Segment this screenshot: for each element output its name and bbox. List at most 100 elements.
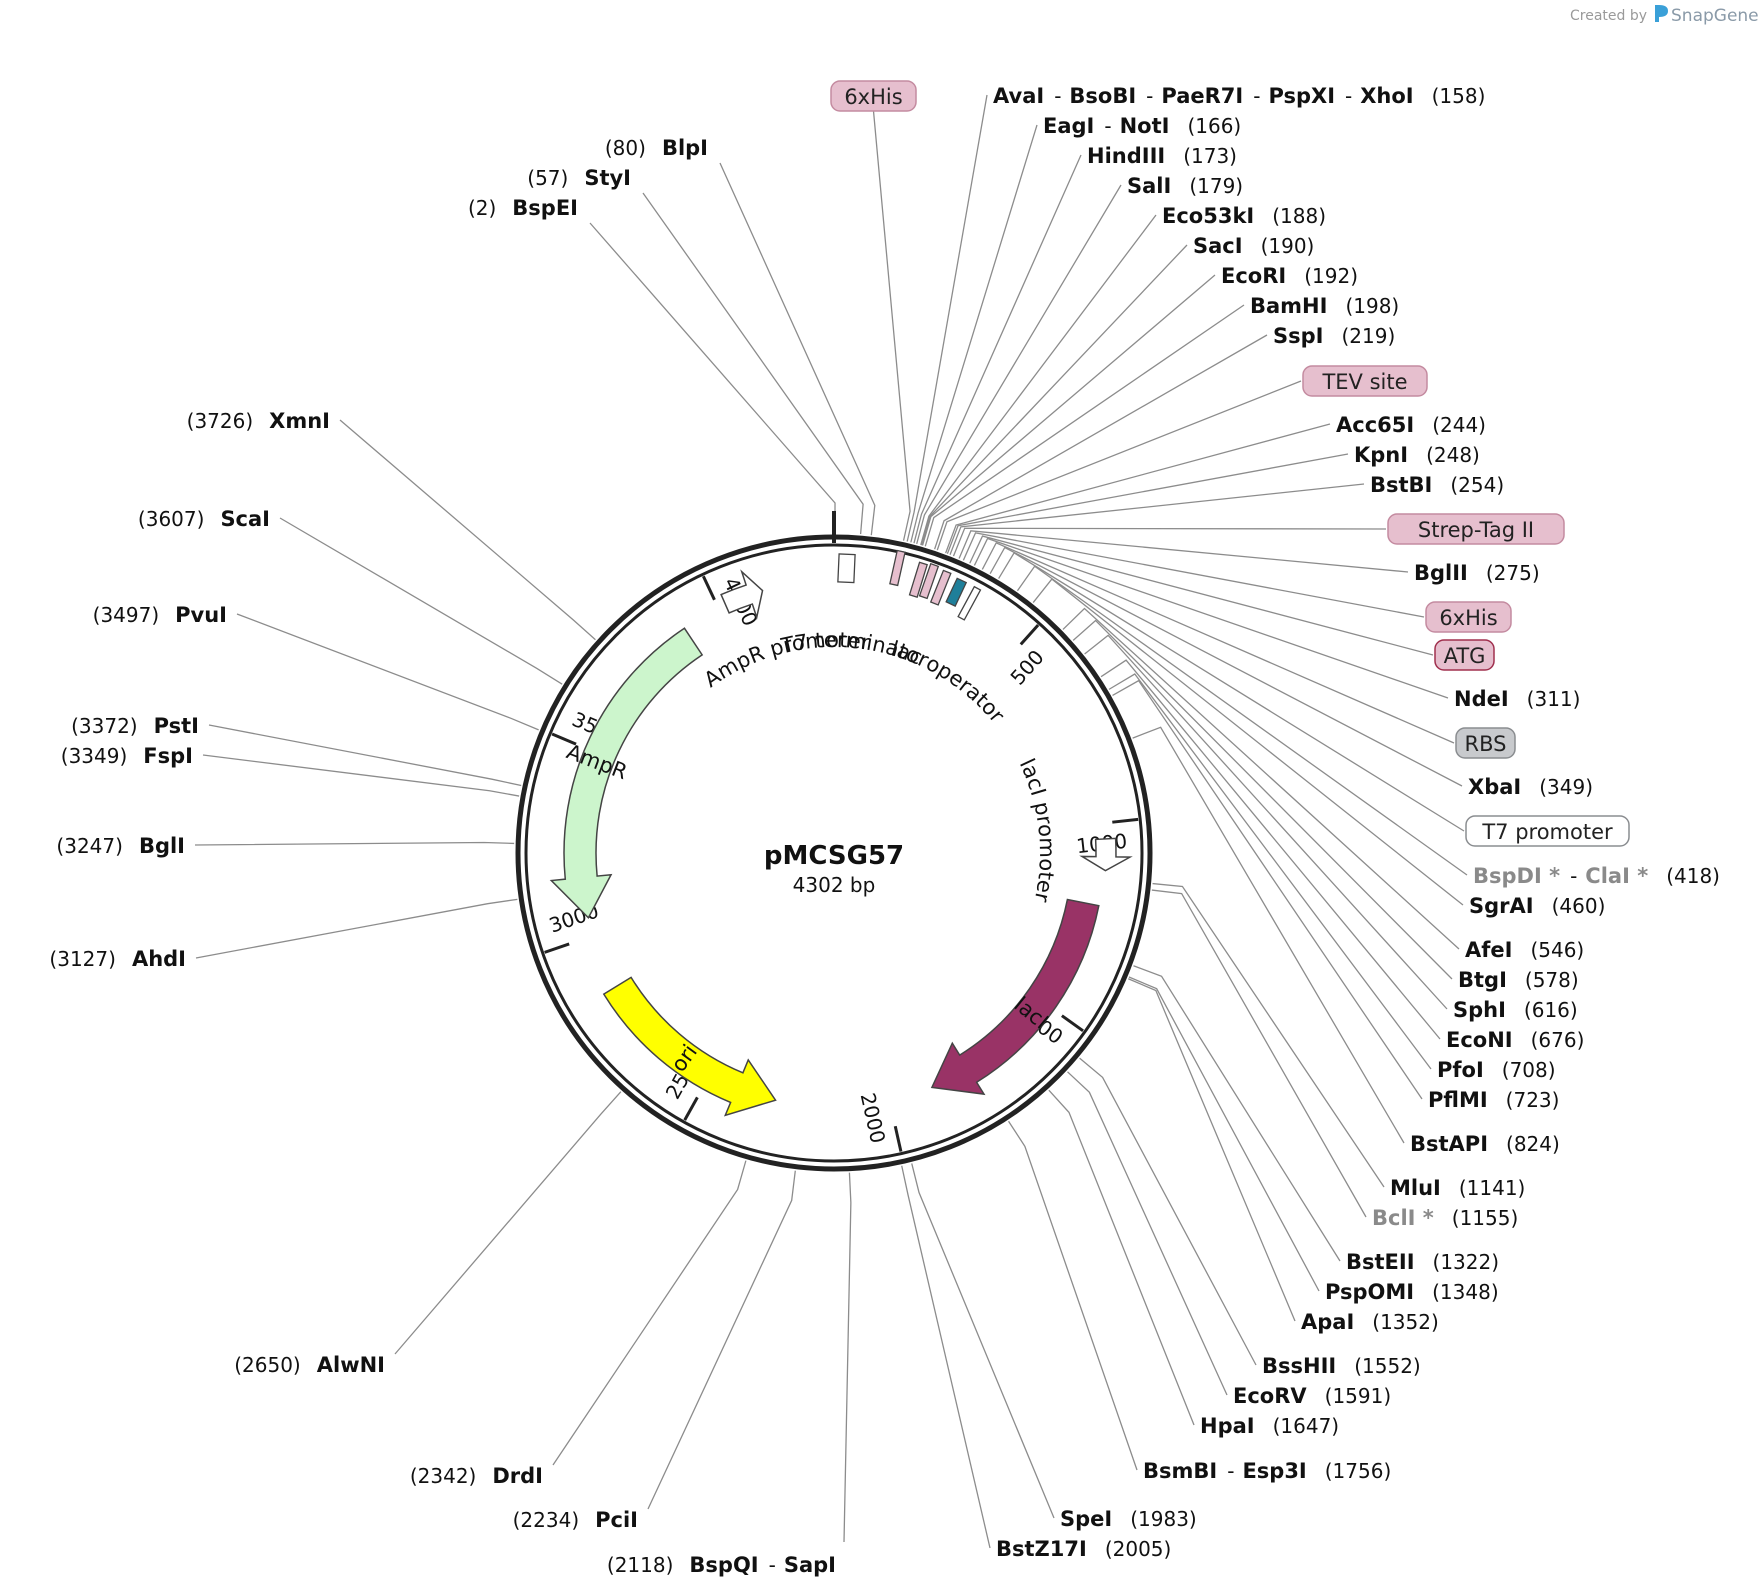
restriction-site-label[interactable]: PfoI (708)	[1437, 1058, 1556, 1082]
leader-line	[921, 274, 1216, 546]
restriction-site-label[interactable]: KpnI (248)	[1354, 443, 1480, 467]
credit-brand: SnapGene	[1671, 6, 1759, 26]
restriction-site-label[interactable]: PspOMI (1348)	[1325, 1280, 1499, 1304]
restriction-site-label[interactable]: SacI (190)	[1193, 234, 1314, 258]
restriction-site-label[interactable]: BtgI (578)	[1458, 968, 1579, 992]
enzyme-name: XhoI	[1360, 84, 1413, 108]
leader-line	[1151, 889, 1367, 1218]
ampr-promoter-arrow	[720, 569, 764, 621]
svg-text:HindIII(173): HindIII (173)	[1087, 144, 1237, 168]
svg-text:EagI-NotI(166): EagI - NotI (166)	[1043, 114, 1241, 138]
enzyme-name: Esp3I	[1242, 1459, 1306, 1483]
feature-tag[interactable]: 6xHis	[830, 80, 917, 112]
site-position: (173)	[1183, 144, 1237, 168]
site-position: (3127)	[49, 947, 116, 971]
site-labels: 6xHis AvaI - BsoBI - PaeR7I - PspXI - XhoI (158)Ea…	[49, 80, 1720, 1577]
restriction-site-label[interactable]: (2342) DrdI	[410, 1464, 543, 1488]
restriction-site-label[interactable]: (80) BlpI	[605, 136, 708, 160]
restriction-site-label[interactable]: (3607) ScaI	[138, 507, 270, 531]
restriction-site-label[interactable]: EcoRI (192)	[1221, 264, 1358, 288]
restriction-site-label[interactable]: Acc65I (244)	[1336, 413, 1486, 437]
site-position: (254)	[1450, 473, 1504, 497]
6xhis-2-marker	[929, 569, 952, 606]
restriction-site-label[interactable]: (2118) BspQI - SapI	[607, 1553, 836, 1577]
restriction-site-label[interactable]: BstBI (254)	[1370, 473, 1504, 497]
t7-terminator-marker	[837, 553, 856, 584]
restriction-site-label[interactable]: XbaI (349)	[1468, 775, 1593, 799]
restriction-site-label[interactable]: BglII (275)	[1414, 561, 1540, 585]
enzyme-name: FspI	[143, 744, 193, 768]
restriction-site-label[interactable]: (3726) XmnI	[187, 409, 330, 433]
site-position: (676)	[1531, 1028, 1585, 1052]
restriction-site-label[interactable]: ApaI (1352)	[1301, 1310, 1439, 1334]
restriction-site-label[interactable]: (3497) PvuI	[93, 603, 227, 627]
restriction-site-label[interactable]: NdeI (311)	[1454, 687, 1580, 711]
restriction-site-label[interactable]: (2) BspEI	[468, 196, 578, 220]
restriction-site-label[interactable]: SphI (616)	[1453, 998, 1578, 1022]
feature-tag-box	[1455, 727, 1516, 759]
feature-tag[interactable]: 6xHis	[1425, 601, 1512, 633]
restriction-site-label[interactable]: SspI (219)	[1273, 324, 1395, 348]
restriction-site-label[interactable]: (3127) AhdI	[49, 947, 186, 971]
restriction-site-label[interactable]: BsmBI - Esp3I (1756)	[1143, 1459, 1391, 1483]
svg-text:SpeI(1983): SpeI (1983)	[1060, 1507, 1197, 1531]
leader-line	[946, 453, 1349, 554]
restriction-site-label[interactable]: AvaI - BsoBI - PaeR7I - PspXI - XhoI (158)	[993, 84, 1485, 108]
svg-text:ApaI(1352): ApaI (1352)	[1301, 1310, 1439, 1334]
restriction-site-label[interactable]: (3349) FspI	[61, 744, 193, 768]
restriction-site-label[interactable]: (3372) PstI	[71, 714, 199, 738]
restriction-site-label[interactable]: BclI * (1155)	[1372, 1206, 1518, 1230]
restriction-site-label[interactable]: EcoNI (676)	[1446, 1028, 1584, 1052]
leader-line	[924, 304, 1245, 547]
restriction-site-label[interactable]: SpeI (1983)	[1060, 1507, 1197, 1531]
laci-promoter-arrow	[1079, 837, 1133, 872]
leader-line	[906, 94, 988, 542]
feature-tag[interactable]: Strep-Tag II	[1387, 513, 1565, 545]
restriction-site-label[interactable]: (3247) BglI	[56, 834, 185, 858]
svg-text:(2)BspEI: (2) BspEI	[468, 196, 578, 220]
site-position: (1141)	[1459, 1176, 1526, 1200]
svg-text:(3372)PstI: (3372) PstI	[71, 714, 199, 738]
feature-tag[interactable]: RBS	[1455, 727, 1516, 759]
restriction-site-label[interactable]: BssHII (1552)	[1262, 1354, 1421, 1378]
restriction-site-label[interactable]: HindIII (173)	[1087, 144, 1237, 168]
restriction-site-label[interactable]: AfeI (546)	[1465, 938, 1584, 962]
enzyme-name: ScaI	[220, 507, 270, 531]
site-position: (166)	[1187, 114, 1241, 138]
restriction-site-label[interactable]: BspDI * - ClaI * (418)	[1473, 864, 1720, 888]
restriction-site-label[interactable]: SgrAI (460)	[1469, 894, 1605, 918]
restriction-site-label[interactable]: (2234) PciI	[513, 1508, 638, 1532]
restriction-site-label[interactable]: EcoRV (1591)	[1233, 1384, 1391, 1408]
leader-line	[989, 546, 1463, 787]
svg-text:EcoRV(1591): EcoRV (1591)	[1233, 1384, 1391, 1408]
restriction-site-label[interactable]: HpaI (1647)	[1200, 1414, 1339, 1438]
restriction-site-label[interactable]: BstAPI (824)	[1410, 1132, 1560, 1156]
feature-tag[interactable]: ATG	[1434, 639, 1495, 671]
leader-line	[1100, 659, 1441, 1040]
svg-text:HpaI(1647): HpaI (1647)	[1200, 1414, 1339, 1438]
restriction-site-label[interactable]: BstZ17I (2005)	[996, 1537, 1171, 1561]
restriction-site-label[interactable]: BamHI (198)	[1250, 294, 1399, 318]
svg-text:KpnI(248): KpnI (248)	[1354, 443, 1480, 467]
restriction-site-label[interactable]: EagI - NotI (166)	[1043, 114, 1241, 138]
restriction-site-label[interactable]: SalI (179)	[1127, 174, 1243, 198]
enzyme-name: BglII	[1414, 561, 1468, 585]
leader-line	[936, 380, 1302, 551]
site-position: (158)	[1432, 84, 1486, 108]
restriction-site-label[interactable]: BstEII (1322)	[1346, 1250, 1499, 1274]
site-position: (723)	[1506, 1088, 1560, 1112]
svg-text:BstAPI(824): BstAPI (824)	[1410, 1132, 1560, 1156]
feature-tag[interactable]: TEV site	[1302, 365, 1428, 397]
restriction-site-label[interactable]: Eco53kI (188)	[1162, 204, 1326, 228]
enzyme-name: AhdI	[132, 947, 186, 971]
restriction-site-label[interactable]: (2650) AlwNI	[234, 1353, 385, 1377]
feature-tag[interactable]: T7 promoter	[1465, 815, 1630, 847]
enzyme-name: ApaI	[1301, 1310, 1354, 1334]
enzyme-name: DrdI	[492, 1464, 543, 1488]
restriction-site-label[interactable]: MluI (1141)	[1390, 1176, 1525, 1200]
restriction-site-label[interactable]: (57) StyI	[527, 166, 631, 190]
feature-tag-label: ATG	[1444, 644, 1486, 668]
restriction-site-label[interactable]: PflMI (723)	[1428, 1088, 1559, 1112]
site-position: (460)	[1552, 894, 1606, 918]
